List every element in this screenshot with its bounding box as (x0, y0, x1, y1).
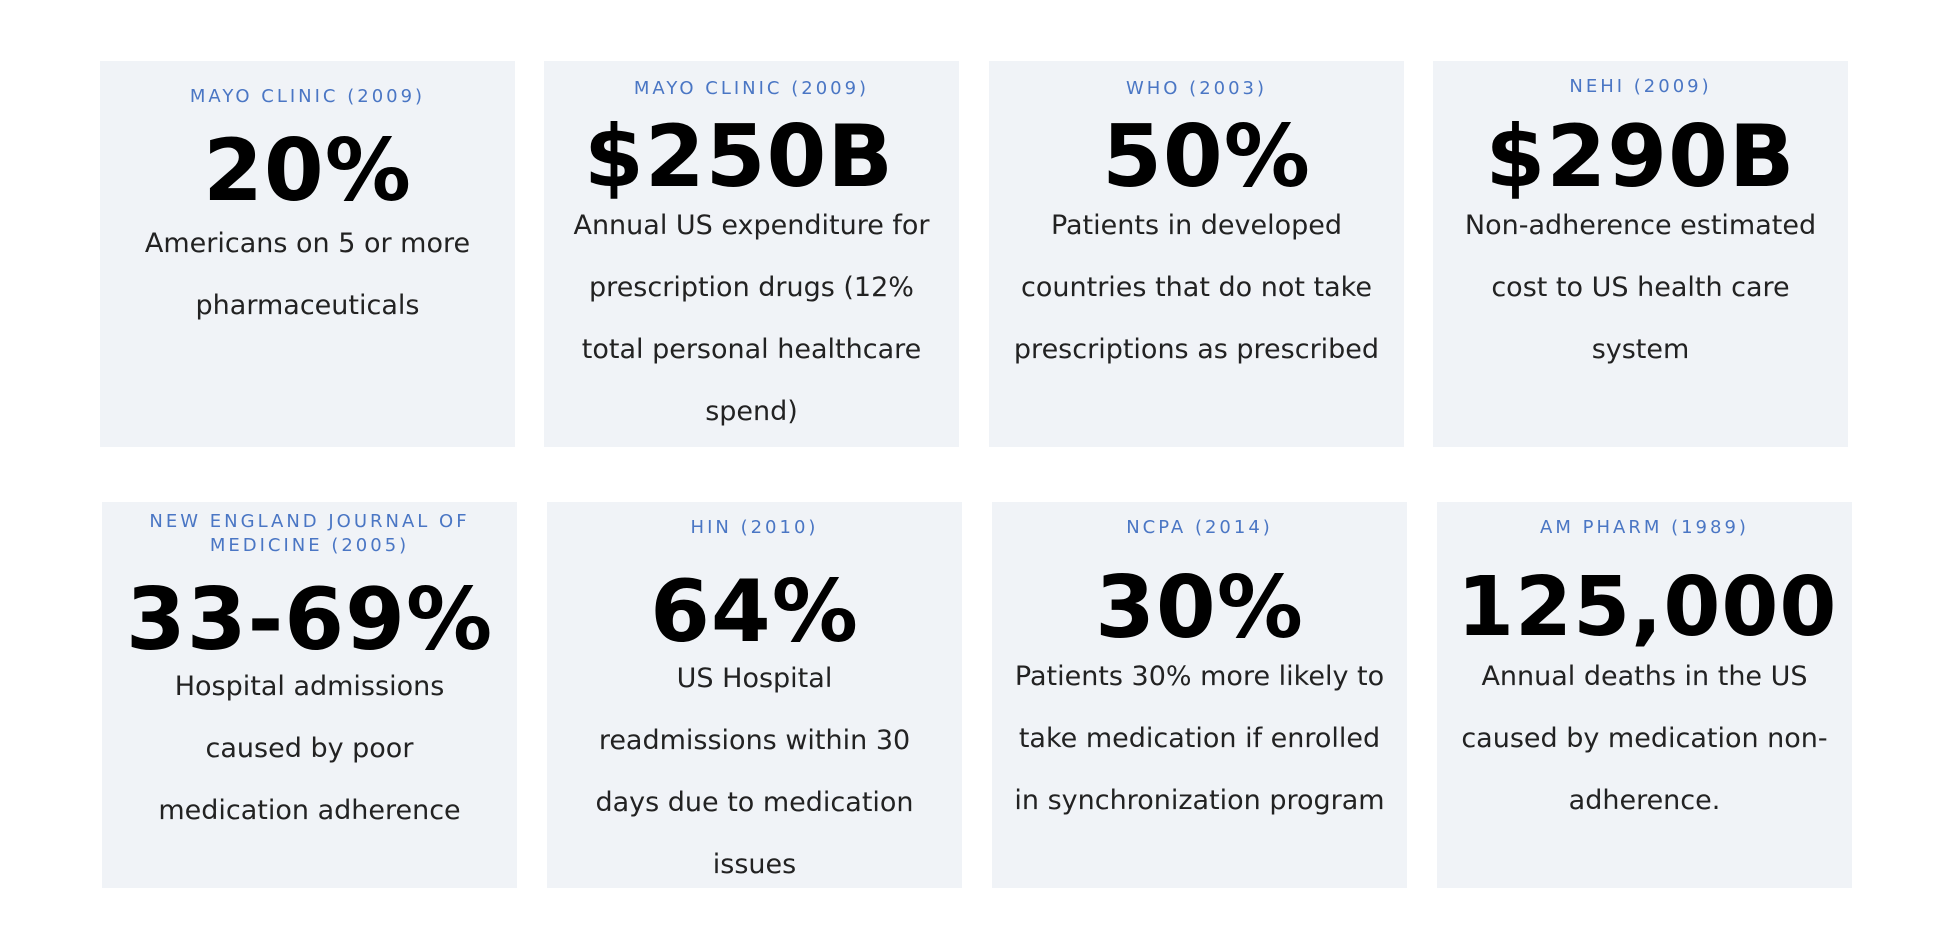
stat-description: Patients 30% more likely to take medicat… (1014, 661, 1385, 816)
stat-card-ampharm-125000: AM PHARM (1989) 125,000 Annual deaths in… (1437, 502, 1852, 888)
stat-value: 20% (203, 121, 412, 221)
stat-description: Americans on 5 or more pharmaceuticals (144, 228, 471, 321)
stat-value: $250B (584, 107, 894, 207)
stat-card-ncpa-30: NCPA (2014) 30% Patients 30% more likely… (992, 502, 1407, 888)
stat-value: 125,000 (1457, 560, 1838, 655)
stat-source: MAYO CLINIC (2009) (633, 78, 870, 99)
stat-description: Non-adherence estimated cost to US healt… (1464, 210, 1817, 365)
stat-value: 50% (1102, 107, 1311, 207)
stat-description: Annual deaths in the US caused by medica… (1461, 661, 1828, 816)
stat-source: WHO (2003) (1125, 78, 1268, 99)
stat-value: 33-69% (125, 570, 494, 670)
stat-card-mayo-20: MAYO CLINIC (2009) 20% Americans on 5 or… (100, 61, 515, 447)
stat-description: Hospital admissions caused by poor medic… (158, 671, 461, 826)
stat-card-who-50: WHO (2003) 50% Patients in developed cou… (989, 61, 1404, 447)
stat-source: NEW ENGLAND JOURNAL OF MEDICINE (2005) (149, 511, 470, 556)
stat-value: 64% (650, 562, 859, 662)
stat-source: NCPA (2014) (1126, 517, 1273, 538)
stat-value: $290B (1485, 107, 1796, 207)
stat-card-nejm-33-69: NEW ENGLAND JOURNAL OF MEDICINE (2005) 3… (102, 502, 517, 888)
stat-card-hin-64: HIN (2010) 64% US Hospital readmissions … (547, 502, 962, 888)
stat-description: Patients in developed countries that do … (1013, 210, 1380, 365)
stat-description: Annual US expenditure for prescription d… (573, 210, 930, 427)
stat-card-mayo-250b: MAYO CLINIC (2009) $250B Annual US expen… (544, 61, 959, 447)
stat-source: HIN (2010) (690, 517, 819, 538)
stat-source: MAYO CLINIC (2009) (189, 86, 426, 107)
stat-description: US Hospital readmissions within 30 days … (595, 663, 914, 880)
stat-value: 30% (1095, 558, 1304, 658)
stat-source: AM PHARM (1989) (1540, 517, 1749, 538)
stat-card-nehi-290b: NEHI (2009) $290B Non-adherence estimate… (1433, 61, 1848, 447)
stat-source: NEHI (2009) (1569, 76, 1712, 97)
